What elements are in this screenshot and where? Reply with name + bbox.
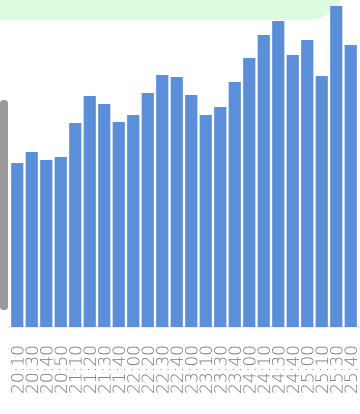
bar bbox=[141, 93, 154, 327]
bar bbox=[243, 58, 256, 327]
bar bbox=[40, 160, 53, 327]
bar bbox=[11, 163, 24, 327]
x-tick-label: 24:00 bbox=[240, 345, 260, 394]
x-tick-label: 24:10 bbox=[255, 345, 275, 394]
x-tick-label: 20:30 bbox=[23, 345, 43, 394]
banner bbox=[0, 0, 340, 20]
bar bbox=[272, 21, 285, 327]
bar bbox=[199, 115, 212, 327]
x-tick-label: 25:10 bbox=[313, 345, 333, 394]
x-tick-label: 25:40 bbox=[342, 345, 360, 394]
bar bbox=[98, 104, 111, 327]
bar bbox=[69, 123, 82, 327]
x-tick-label: 22:20 bbox=[139, 345, 159, 394]
x-tick-label: 25:00 bbox=[298, 345, 318, 394]
x-tick-label: 22:30 bbox=[153, 345, 173, 394]
bar bbox=[214, 107, 227, 327]
bar bbox=[170, 77, 183, 327]
bar bbox=[315, 76, 328, 327]
bar bbox=[257, 35, 270, 327]
bar bbox=[54, 157, 67, 327]
x-tick-label: 24:30 bbox=[269, 345, 289, 394]
bar bbox=[127, 115, 140, 327]
bar bbox=[286, 55, 299, 327]
x-tick-label: 23:40 bbox=[226, 345, 246, 394]
x-tick-label: 20:40 bbox=[37, 345, 57, 394]
bar bbox=[112, 122, 125, 327]
x-tick-label: 23:30 bbox=[211, 345, 231, 394]
bar bbox=[344, 45, 357, 327]
x-tick-label: 21:10 bbox=[66, 345, 86, 394]
bar bbox=[330, 6, 343, 327]
x-tick-label: 21:30 bbox=[95, 345, 115, 394]
bar bbox=[25, 152, 38, 327]
x-tick-label: 22:00 bbox=[124, 345, 144, 394]
x-tick-label: 24:40 bbox=[284, 345, 304, 394]
x-tick-label: 23:00 bbox=[182, 345, 202, 394]
x-tick-label: 21:40 bbox=[110, 345, 130, 394]
bar bbox=[83, 96, 96, 327]
x-tick-label: 23:10 bbox=[197, 345, 217, 394]
x-tick-label: 22:40 bbox=[168, 345, 188, 394]
x-tick-label: 20:10 bbox=[8, 345, 28, 394]
bar bbox=[156, 75, 169, 327]
x-tick-label: 25:30 bbox=[327, 345, 347, 394]
bar bbox=[301, 40, 314, 327]
bar bbox=[228, 82, 241, 327]
x-tick-label: 20:50 bbox=[52, 345, 72, 394]
bar bbox=[185, 95, 198, 327]
side-image bbox=[0, 100, 8, 310]
x-tick-label: 21:20 bbox=[81, 345, 101, 394]
